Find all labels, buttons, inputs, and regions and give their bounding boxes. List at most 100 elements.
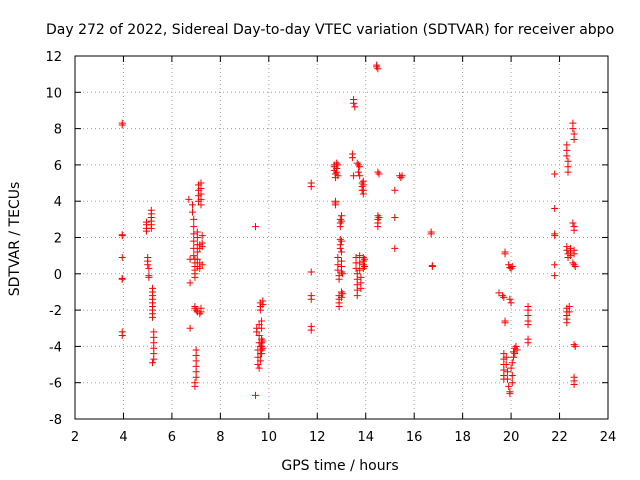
y-tick-label: 2 — [54, 232, 62, 247]
data-point — [357, 284, 365, 292]
data-point — [391, 214, 399, 222]
data-point — [563, 152, 571, 160]
data-point — [191, 382, 199, 390]
data-point — [511, 350, 519, 358]
data-point — [570, 381, 578, 389]
data-point — [338, 217, 345, 225]
data-point — [427, 230, 435, 238]
data-point — [499, 292, 507, 300]
data-point — [508, 371, 516, 379]
data-point — [191, 273, 199, 281]
data-point — [569, 125, 577, 133]
data-point — [510, 348, 518, 356]
data-point — [189, 201, 197, 209]
data-point — [350, 99, 358, 107]
data-point — [145, 264, 153, 272]
data-point — [197, 308, 205, 316]
x-tick-label: 12 — [309, 430, 326, 445]
data-point — [503, 375, 511, 383]
data-point — [331, 201, 339, 209]
data-point — [145, 273, 153, 281]
data-point — [186, 324, 194, 332]
data-point — [333, 168, 341, 176]
data-point — [361, 263, 369, 271]
data-point — [361, 255, 369, 263]
data-point — [512, 342, 520, 350]
data-point — [255, 321, 263, 329]
data-point — [502, 361, 510, 369]
data-point — [149, 313, 157, 321]
data-point — [118, 253, 126, 261]
data-point — [353, 292, 361, 300]
x-tick-label: 22 — [551, 430, 568, 445]
data-point — [338, 293, 345, 301]
data-point — [508, 359, 516, 367]
data-point — [335, 275, 343, 283]
plot-frame — [74, 55, 609, 420]
data-point — [501, 250, 509, 258]
x-axis-label: GPS time / hours — [281, 458, 398, 474]
y-tick-label: -6 — [49, 377, 62, 392]
data-point — [251, 223, 259, 231]
data-point — [375, 214, 383, 222]
data-point — [359, 264, 367, 272]
data-point — [190, 244, 198, 252]
data-point — [563, 246, 571, 254]
y-tick-label: 4 — [54, 195, 62, 210]
data-point — [374, 65, 382, 73]
data-point — [256, 357, 264, 365]
data-point — [251, 391, 259, 399]
data-point — [339, 270, 347, 278]
data-point — [551, 272, 559, 280]
data-point — [334, 161, 342, 169]
data-point — [570, 261, 578, 269]
data-point — [397, 174, 405, 182]
data-point — [338, 268, 345, 276]
data-point — [569, 219, 577, 227]
data-point — [197, 201, 205, 209]
data-point — [495, 289, 503, 297]
data-point — [569, 259, 577, 267]
data-point — [500, 293, 508, 301]
data-point — [186, 279, 194, 287]
data-point — [334, 266, 342, 274]
data-point — [307, 326, 315, 334]
data-point — [501, 319, 509, 327]
data-point — [258, 317, 266, 325]
x-tick-label: 18 — [454, 430, 471, 445]
data-point — [375, 170, 383, 178]
data-point — [254, 353, 262, 361]
data-point — [198, 232, 206, 240]
y-tick-label: 8 — [54, 123, 62, 138]
data-point — [564, 168, 572, 176]
data-point — [570, 135, 578, 143]
data-point — [190, 230, 198, 238]
data-point — [307, 183, 315, 191]
data-point — [502, 353, 510, 361]
data-point — [506, 295, 514, 303]
data-point — [391, 244, 399, 252]
data-point — [336, 244, 344, 252]
data-point — [307, 268, 315, 276]
data-point — [149, 359, 157, 367]
data-point — [118, 232, 126, 240]
data-point — [336, 223, 344, 231]
data-point — [348, 154, 356, 162]
x-tick-label: 10 — [261, 430, 278, 445]
data-point — [503, 368, 511, 376]
x-tick-label: 8 — [216, 430, 224, 445]
data-point — [190, 215, 198, 223]
data-point — [356, 259, 364, 267]
data-point — [190, 223, 198, 231]
data-point — [551, 232, 559, 240]
data-point — [255, 364, 263, 372]
data-point — [307, 295, 315, 303]
data-point — [258, 324, 266, 332]
data-point — [507, 299, 515, 307]
y-tick-label: 0 — [54, 268, 62, 283]
data-point — [259, 337, 267, 345]
data-point — [190, 237, 198, 245]
y-tick-label: 12 — [45, 50, 62, 65]
data-point — [334, 172, 342, 180]
